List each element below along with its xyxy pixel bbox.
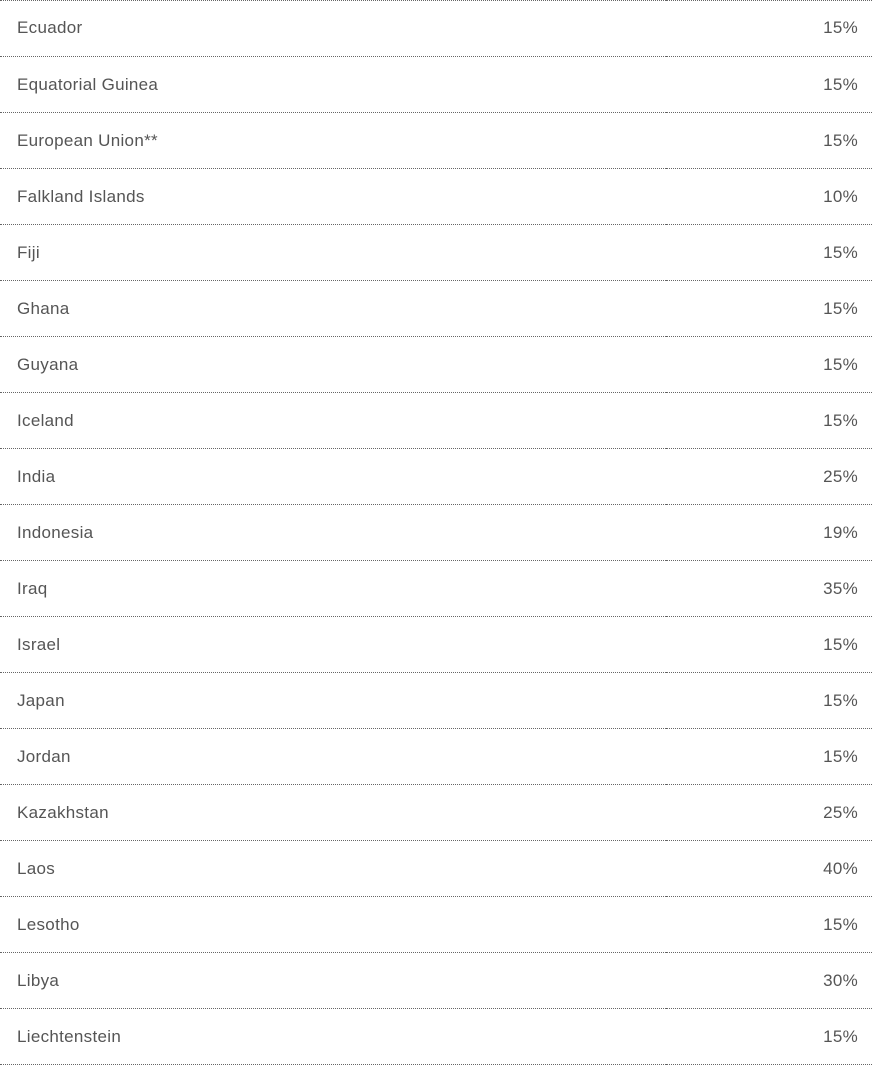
country-label: Liechtenstein bbox=[17, 1027, 122, 1046]
country-label: European Union** bbox=[17, 131, 158, 150]
country-label: Fiji bbox=[17, 243, 40, 262]
rate-label: 15% bbox=[823, 18, 858, 37]
country-name: Liechtenstein bbox=[0, 1008, 666, 1065]
country-label: Ecuador bbox=[17, 18, 83, 37]
country-label: Falkland Islands bbox=[17, 187, 145, 206]
country-label: Ghana bbox=[17, 299, 70, 318]
table-row: Liechtenstein 15% bbox=[0, 1008, 872, 1065]
rate-label: 19% bbox=[823, 523, 858, 542]
table-row: Guyana 15% bbox=[0, 336, 872, 393]
tariff-rate: 15% bbox=[665, 56, 872, 113]
tariff-rate: 19% bbox=[665, 504, 872, 561]
country-label: Kazakhstan bbox=[17, 803, 109, 822]
rate-label: 15% bbox=[823, 299, 858, 318]
rate-label: 15% bbox=[823, 747, 858, 766]
country-name: Ecuador bbox=[0, 0, 666, 57]
table-row: European Union** 15% bbox=[0, 112, 872, 169]
rate-label: 15% bbox=[823, 1027, 858, 1046]
rate-label: 15% bbox=[823, 915, 858, 934]
country-label: Jordan bbox=[17, 747, 71, 766]
tariff-rate: 15% bbox=[665, 392, 872, 449]
table-row: Iraq 35% bbox=[0, 560, 872, 617]
country-name: Japan bbox=[0, 672, 666, 729]
tariff-table: Ecuador 15% Equatorial Guinea 15% Europe… bbox=[0, 0, 872, 1065]
country-name: Iraq bbox=[0, 560, 666, 617]
tariff-rate: 15% bbox=[665, 112, 872, 169]
country-label: Iceland bbox=[17, 411, 74, 430]
table-row: Kazakhstan 25% bbox=[0, 784, 872, 841]
tariff-rate: 15% bbox=[665, 0, 872, 57]
country-label: Libya bbox=[17, 971, 60, 990]
table-row: Israel 15% bbox=[0, 616, 872, 673]
country-name: European Union** bbox=[0, 112, 666, 169]
country-name: Guyana bbox=[0, 336, 666, 393]
rate-label: 25% bbox=[823, 467, 858, 486]
table-row: Libya 30% bbox=[0, 952, 872, 1009]
country-name: Ghana bbox=[0, 280, 666, 337]
table-row: Japan 15% bbox=[0, 672, 872, 729]
tariff-rate: 15% bbox=[665, 280, 872, 337]
tariff-rate: 15% bbox=[665, 336, 872, 393]
rate-label: 15% bbox=[823, 131, 858, 150]
rate-label: 25% bbox=[823, 803, 858, 822]
country-name: Iceland bbox=[0, 392, 666, 449]
tariff-rate: 15% bbox=[665, 728, 872, 785]
country-label: Guyana bbox=[17, 355, 79, 374]
country-name: Jordan bbox=[0, 728, 666, 785]
rate-label: 15% bbox=[823, 635, 858, 654]
table-row: Lesotho 15% bbox=[0, 896, 872, 953]
country-name: Kazakhstan bbox=[0, 784, 666, 841]
rate-label: 35% bbox=[823, 579, 858, 598]
country-name: Lesotho bbox=[0, 896, 666, 953]
table-row: Ghana 15% bbox=[0, 280, 872, 337]
rate-label: 15% bbox=[823, 691, 858, 710]
rate-label: 15% bbox=[823, 75, 858, 94]
table-row: Indonesia 19% bbox=[0, 504, 872, 561]
country-name: Libya bbox=[0, 952, 666, 1009]
country-name: Israel bbox=[0, 616, 666, 673]
rate-label: 15% bbox=[823, 355, 858, 374]
table-row: Ecuador 15% bbox=[0, 0, 872, 57]
tariff-rate: 10% bbox=[665, 168, 872, 225]
country-name: Fiji bbox=[0, 224, 666, 281]
country-name: India bbox=[0, 448, 666, 505]
tariff-rate: 15% bbox=[665, 1008, 872, 1065]
country-label: India bbox=[17, 467, 56, 486]
tariff-rate: 15% bbox=[665, 616, 872, 673]
rate-label: 30% bbox=[823, 971, 858, 990]
rate-label: 15% bbox=[823, 243, 858, 262]
country-label: Japan bbox=[17, 691, 65, 710]
country-label: Lesotho bbox=[17, 915, 80, 934]
tariff-rate: 35% bbox=[665, 560, 872, 617]
tariff-rate: 30% bbox=[665, 952, 872, 1009]
table-row: India 25% bbox=[0, 448, 872, 505]
tariff-rate: 15% bbox=[665, 896, 872, 953]
rate-label: 10% bbox=[823, 187, 858, 206]
country-label: Indonesia bbox=[17, 523, 94, 542]
table-row: Iceland 15% bbox=[0, 392, 872, 449]
country-label: Israel bbox=[17, 635, 61, 654]
table-row: Falkland Islands 10% bbox=[0, 168, 872, 225]
tariff-rate: 40% bbox=[665, 840, 872, 897]
country-name: Equatorial Guinea bbox=[0, 56, 666, 113]
rate-label: 40% bbox=[823, 859, 858, 878]
table-row: Fiji 15% bbox=[0, 224, 872, 281]
table-row: Equatorial Guinea 15% bbox=[0, 56, 872, 113]
country-label: Iraq bbox=[17, 579, 48, 598]
tariff-rate: 25% bbox=[665, 784, 872, 841]
table-row: Jordan 15% bbox=[0, 728, 872, 785]
country-name: Laos bbox=[0, 840, 666, 897]
country-name: Indonesia bbox=[0, 504, 666, 561]
tariff-rate: 15% bbox=[665, 672, 872, 729]
tariff-rate: 15% bbox=[665, 224, 872, 281]
country-label: Equatorial Guinea bbox=[17, 75, 159, 94]
country-name: Falkland Islands bbox=[0, 168, 666, 225]
table-row: Laos 40% bbox=[0, 840, 872, 897]
tariff-rate: 25% bbox=[665, 448, 872, 505]
country-label: Laos bbox=[17, 859, 56, 878]
rate-label: 15% bbox=[823, 411, 858, 430]
